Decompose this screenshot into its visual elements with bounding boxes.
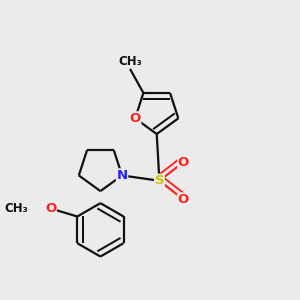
Text: N: N: [116, 169, 128, 182]
Text: O: O: [178, 156, 189, 169]
Text: O: O: [130, 112, 141, 125]
Text: CH₃: CH₃: [118, 55, 142, 68]
Text: S: S: [154, 174, 164, 187]
Text: O: O: [45, 202, 56, 215]
Text: CH₃: CH₃: [4, 202, 28, 215]
Text: O: O: [178, 193, 189, 206]
